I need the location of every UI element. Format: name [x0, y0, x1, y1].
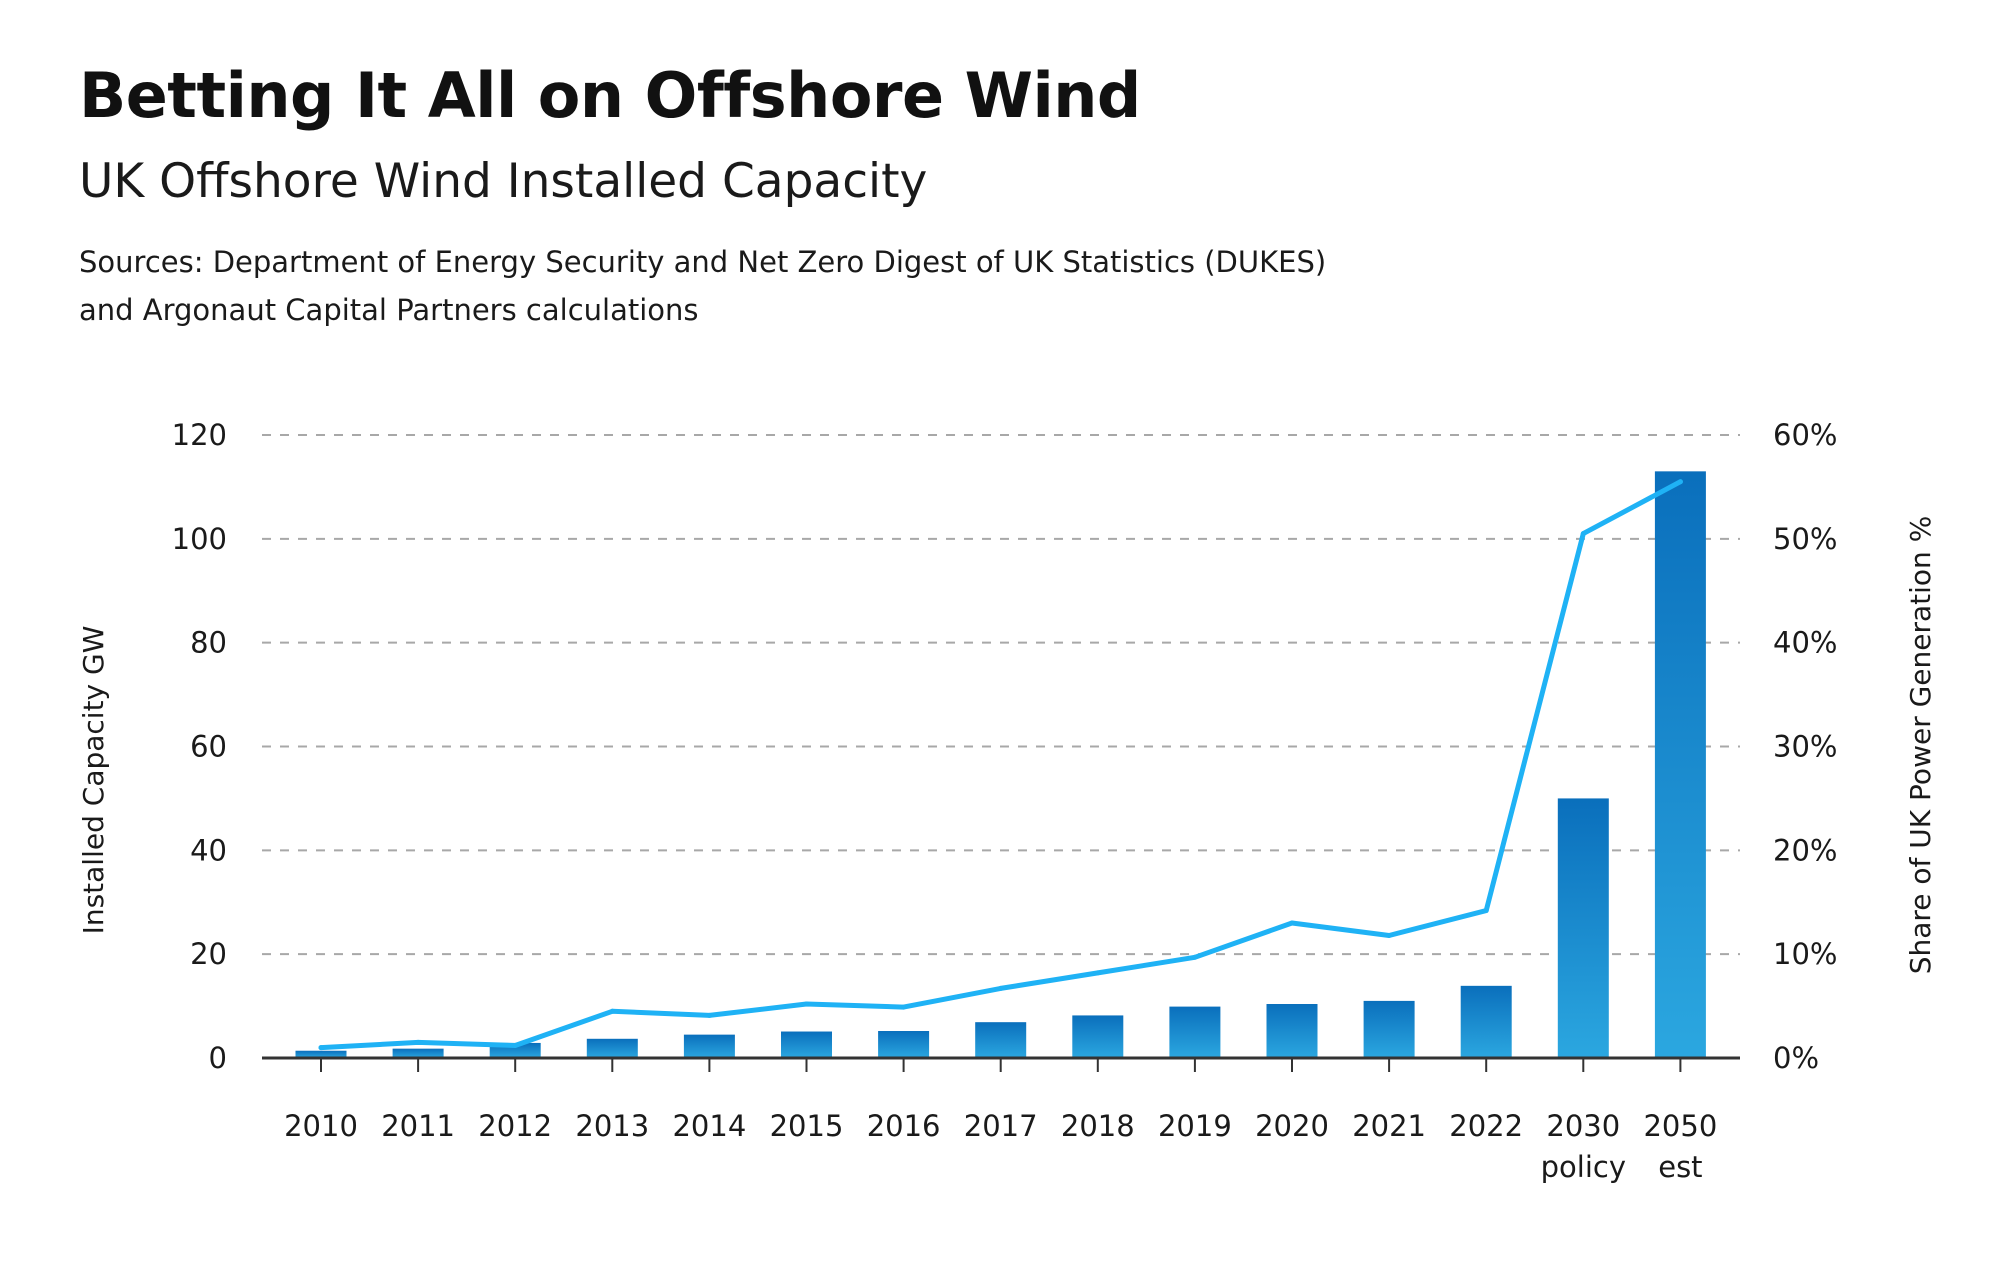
x-tick-label: 2015	[770, 1109, 844, 1143]
y-tick-label-right: 40%	[1773, 626, 1837, 660]
x-tick-label: 2014	[672, 1109, 746, 1143]
x-tick-label: 2016	[867, 1109, 941, 1143]
share-line	[318, 479, 1683, 1051]
share-point-2013	[609, 1008, 615, 1014]
share-point-2017	[998, 985, 1004, 991]
bar-2013	[586, 1038, 638, 1058]
chart-subtitle: UK Offshore Wind Installed Capacity	[79, 154, 928, 209]
y-tick-label-right: 20%	[1773, 833, 1837, 867]
share-point-2015	[804, 1001, 809, 1007]
bar-2014	[683, 1034, 735, 1058]
y-tick-label-right: 30%	[1773, 730, 1837, 764]
y-tick-label-right: 0%	[1773, 1041, 1819, 1075]
x-tick-label: 2011	[381, 1109, 455, 1143]
y-tick-label-right: 50%	[1773, 522, 1837, 556]
x-tick-label: 2030	[1546, 1109, 1620, 1143]
source-line-2: and Argonaut Capital Partners calculatio…	[79, 293, 699, 327]
y-tick-label-right: 60%	[1773, 418, 1837, 452]
share-point-2010	[318, 1045, 324, 1051]
share-point-2030-policy	[1580, 531, 1586, 537]
share-point-2021	[1386, 932, 1392, 938]
bar-2010	[295, 1050, 347, 1058]
bar-2011	[392, 1048, 444, 1058]
y-tick-label-left: 20	[190, 937, 227, 971]
x-tick-label: 2013	[575, 1109, 649, 1143]
share-point-2016	[901, 1004, 907, 1010]
source-note: Sources: Department of Energy Security a…	[79, 238, 1326, 334]
y-tick-label-left: 80	[190, 626, 227, 660]
y-tick-label-right: 10%	[1773, 937, 1837, 971]
y-tick-label-left: 60	[190, 730, 227, 764]
bar-2022	[1460, 985, 1512, 1058]
bar-2020	[1266, 1004, 1318, 1058]
axes	[262, 1056, 1740, 1072]
x-tick-label: policy	[1541, 1150, 1626, 1184]
bar-series	[295, 471, 1706, 1058]
bar-2050-est	[1654, 471, 1706, 1058]
share-point-2014	[706, 1012, 712, 1018]
y-tick-label-left: 40	[190, 833, 227, 867]
bar-2030-policy	[1557, 798, 1609, 1058]
share-point-2020	[1289, 920, 1295, 926]
x-tick-label: est	[1658, 1150, 1702, 1184]
share-point-2012	[512, 1043, 518, 1049]
share-point-2022	[1483, 908, 1489, 914]
x-tick-label: 2010	[284, 1109, 358, 1143]
bar-2018	[1072, 1015, 1124, 1058]
x-tick-label: 2018	[1061, 1109, 1135, 1143]
bar-2019	[1169, 1006, 1221, 1058]
y-axis-title-right: Share of UK Power Generation %	[1904, 516, 1937, 975]
gridlines	[262, 434, 1740, 956]
bar-2015	[781, 1031, 832, 1058]
x-tick-label: 2012	[478, 1109, 552, 1143]
bar-2021	[1363, 1000, 1415, 1058]
x-tick-label: 2017	[964, 1109, 1038, 1143]
x-tick-label: 2050	[1643, 1109, 1717, 1143]
y-tick-label-left: 120	[172, 418, 227, 452]
y-tick-label-left: 0	[209, 1041, 227, 1075]
bar-2016	[878, 1031, 930, 1058]
share-point-2050-est	[1677, 479, 1683, 485]
line-series	[318, 479, 1683, 1051]
x-tick-label: 2020	[1255, 1109, 1329, 1143]
chart-title: Betting It All on Offshore Wind	[79, 59, 1141, 132]
share-point-2019	[1192, 954, 1198, 960]
x-tick-label: 2022	[1449, 1109, 1523, 1143]
source-line-1: Sources: Department of Energy Security a…	[79, 245, 1327, 279]
share-point-2011	[415, 1039, 421, 1045]
x-tick-label: 2019	[1158, 1109, 1232, 1143]
x-tick-label: 2021	[1352, 1109, 1426, 1143]
share-point-2018	[1095, 970, 1101, 976]
axis-labels: 0 0% 20 10% 40 20% 60 30% 80 40% 100 50% 120 60% 2010 2…	[77, 418, 1937, 1184]
y-axis-title-left: Installed Capacity GW	[77, 626, 110, 935]
y-tick-label-left: 100	[172, 522, 227, 556]
bar-2017	[975, 1022, 1027, 1058]
